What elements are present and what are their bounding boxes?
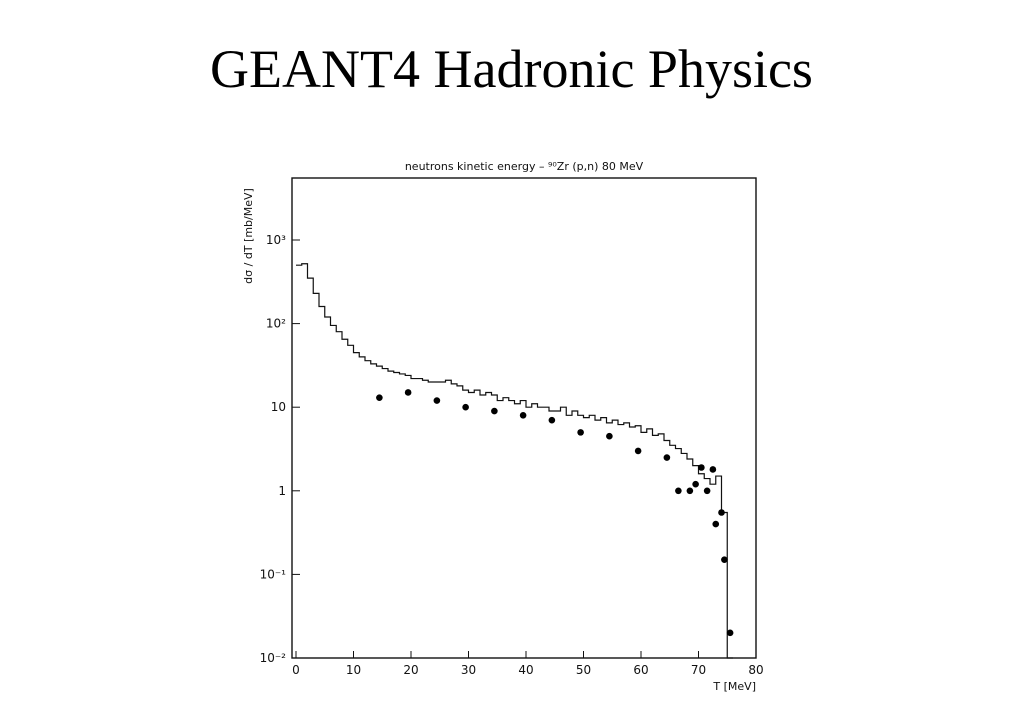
data-point bbox=[698, 464, 705, 471]
data-point bbox=[519, 412, 527, 419]
chart-title: neutrons kinetic energy – ⁹⁰Zr (p,n) 80 … bbox=[405, 160, 644, 173]
y-tick-label: 10⁻² bbox=[260, 651, 287, 665]
data-point bbox=[404, 389, 412, 396]
x-tick-label: 70 bbox=[691, 663, 706, 677]
data-point bbox=[709, 466, 717, 473]
data-point bbox=[703, 487, 711, 495]
x-tick-label: 50 bbox=[576, 663, 591, 677]
x-tick-label: 80 bbox=[748, 663, 763, 677]
y-tick-label: 10³ bbox=[266, 233, 286, 247]
data-point bbox=[491, 407, 498, 415]
data-point bbox=[663, 454, 671, 461]
x-tick-label: 60 bbox=[633, 663, 648, 677]
data-point bbox=[462, 403, 469, 411]
y-ticks: 10⁻² 10⁻¹ 1 10 10² 10³ bbox=[260, 233, 300, 665]
x-tick-label: 40 bbox=[518, 663, 533, 677]
data-point bbox=[433, 397, 441, 404]
y-tick-label: 10 bbox=[271, 400, 286, 414]
x-axis-label: T [MeV] bbox=[712, 680, 756, 693]
data-point bbox=[721, 556, 728, 563]
data-point bbox=[577, 429, 584, 436]
simulation-histogram bbox=[296, 263, 733, 659]
x-ticks: 0 10 20 30 40 50 60 70 80 bbox=[292, 651, 764, 677]
data-point bbox=[675, 487, 682, 495]
data-point bbox=[726, 629, 734, 637]
slide-title: GEANT4 Hadronic Physics bbox=[210, 39, 813, 99]
y-tick-label: 10⁻¹ bbox=[260, 567, 287, 581]
plot-frame bbox=[291, 177, 757, 659]
data-point bbox=[718, 509, 725, 516]
x-tick-label: 30 bbox=[461, 663, 476, 677]
x-tick-label: 10 bbox=[346, 663, 361, 677]
data-point bbox=[686, 487, 694, 495]
data-point bbox=[634, 447, 642, 455]
plot-border bbox=[291, 177, 757, 659]
data-point bbox=[712, 520, 720, 528]
x-tick-label: 0 bbox=[292, 663, 300, 677]
experimental-points bbox=[376, 389, 734, 637]
y-tick-label: 10² bbox=[266, 317, 286, 331]
y-axis-label: dσ / dT [mb/MeV] bbox=[242, 188, 255, 284]
data-point bbox=[606, 432, 613, 440]
data-point bbox=[548, 416, 556, 424]
y-tick-label: 1 bbox=[278, 484, 286, 498]
data-point bbox=[376, 394, 383, 401]
data-point bbox=[692, 480, 699, 488]
x-tick-label: 20 bbox=[403, 663, 418, 677]
